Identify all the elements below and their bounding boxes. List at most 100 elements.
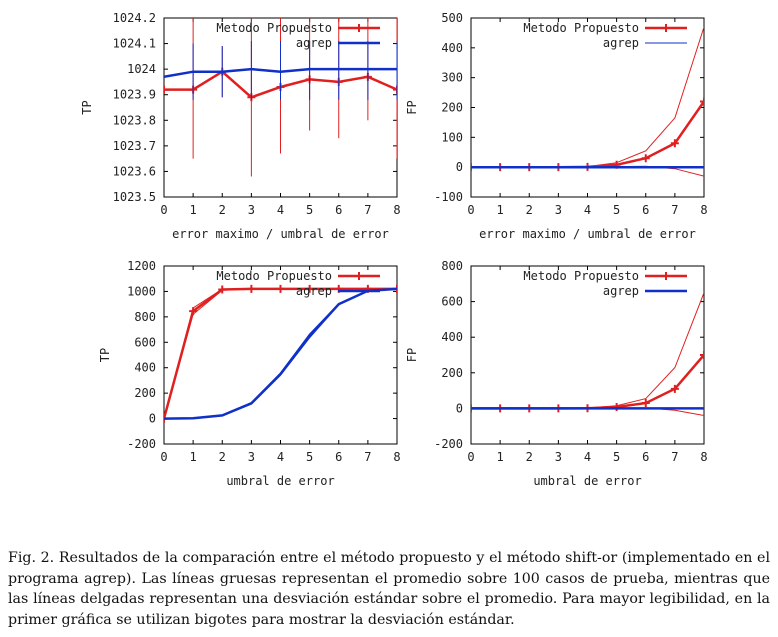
x-tick-label: 0 bbox=[467, 203, 474, 217]
y-tick-label: 1023.6 bbox=[113, 164, 156, 178]
x-tick-label: 3 bbox=[555, 203, 562, 217]
legend-marker bbox=[662, 24, 670, 32]
legend-marker bbox=[662, 272, 670, 280]
y-tick-label: 100 bbox=[441, 130, 463, 144]
data-point bbox=[164, 85, 168, 94]
y-tick-label: 800 bbox=[134, 310, 156, 324]
y-tick-label: 0 bbox=[456, 401, 463, 415]
legend-label: Metodo Propuesto bbox=[216, 269, 332, 283]
x-tick-label: 6 bbox=[642, 203, 649, 217]
x-tick-label: 4 bbox=[277, 203, 284, 217]
y-tick-label: 1023.8 bbox=[113, 113, 156, 127]
data-point bbox=[393, 85, 397, 94]
plot-area bbox=[471, 26, 704, 177]
y-tick-label: 400 bbox=[441, 330, 463, 344]
series-metodo-propuesto bbox=[471, 26, 704, 177]
panel-bottom-right: 0 1 2 3 4 5 6 7 8 -200 0 200 400 600 800 umbral de erro… bbox=[405, 259, 708, 488]
y-tick-label: 800 bbox=[441, 259, 463, 273]
x-tick-label: 5 bbox=[613, 203, 620, 217]
legend-label: agrep bbox=[296, 36, 332, 50]
x-tick-label: 3 bbox=[248, 203, 255, 217]
mean-line bbox=[164, 287, 397, 419]
data-point bbox=[189, 307, 198, 316]
y-tick-label: 0 bbox=[456, 160, 463, 174]
data-point bbox=[276, 284, 285, 293]
y-tick-label: 300 bbox=[441, 71, 463, 85]
x-tick-label: 6 bbox=[642, 450, 649, 464]
data-point bbox=[218, 285, 227, 294]
x-tick-label: 7 bbox=[671, 450, 678, 464]
legend-label: agrep bbox=[603, 36, 639, 50]
x-tick-label: 5 bbox=[613, 450, 620, 464]
data-point bbox=[670, 139, 679, 148]
legend-label: agrep bbox=[296, 284, 332, 298]
data-point bbox=[700, 351, 704, 359]
x-tick-label: 2 bbox=[219, 450, 226, 464]
figure-panels: 0 1 2 3 4 5 6 7 8 1023.5 1023.6 1023.7 1023.8 1023.9 1… bbox=[80, 11, 708, 488]
x-tick-label: 8 bbox=[393, 450, 400, 464]
series-agrep bbox=[164, 287, 397, 420]
x-tick-label: 2 bbox=[526, 203, 533, 217]
y-axis-label: TP bbox=[98, 348, 112, 362]
y-tick-label: 1023.9 bbox=[113, 88, 156, 102]
x-tick-label: 8 bbox=[393, 203, 400, 217]
mean-line bbox=[471, 354, 704, 410]
legend-marker bbox=[355, 272, 363, 280]
data-point bbox=[641, 154, 650, 163]
legend-label: agrep bbox=[603, 284, 639, 298]
data-point bbox=[612, 402, 621, 411]
figure-caption: Fig. 2. Resultados de la comparación ent… bbox=[8, 550, 770, 628]
panel-top-left: 0 1 2 3 4 5 6 7 8 1023.5 1023.6 1023.7 1023.8 1023.9 1… bbox=[80, 11, 401, 241]
data-point bbox=[641, 399, 650, 408]
data-point bbox=[247, 284, 256, 293]
x-tick-label: 0 bbox=[160, 450, 167, 464]
x-tick-label: 2 bbox=[526, 450, 533, 464]
plot-frame bbox=[470, 265, 705, 445]
y-tick-label: 1024.2 bbox=[113, 11, 156, 25]
legend-label: Metodo Propuesto bbox=[523, 269, 639, 283]
y-axis-label: FP bbox=[405, 348, 419, 362]
x-tick-label: 8 bbox=[700, 203, 707, 217]
plot-area bbox=[164, 284, 397, 423]
plot-area bbox=[471, 292, 704, 416]
mean-line bbox=[164, 67, 397, 79]
y-axis-label: FP bbox=[405, 100, 419, 114]
y-tick-label: 1000 bbox=[127, 284, 156, 298]
x-tick-label: 4 bbox=[277, 450, 284, 464]
x-tick-label: 5 bbox=[306, 450, 313, 464]
y-tick-label: 400 bbox=[441, 41, 463, 55]
panel-bottom-left: 0 1 2 3 4 5 6 7 8 -200 0 200 400 600 800 1000 1200 umbral… bbox=[98, 259, 401, 488]
panel-top-right: 0 1 2 3 4 5 6 7 8 -100 0 100 200 300 400 500 error maxim… bbox=[405, 11, 708, 241]
y-tick-label: 200 bbox=[441, 101, 463, 115]
x-tick-label: 4 bbox=[584, 450, 591, 464]
y-tick-label: 600 bbox=[441, 295, 463, 309]
x-tick-label: 8 bbox=[700, 450, 707, 464]
y-tick-label: 1023.7 bbox=[113, 139, 156, 153]
x-axis-label: error maximo / umbral de error bbox=[479, 227, 696, 241]
x-tick-label: 1 bbox=[497, 203, 504, 217]
x-tick-label: 6 bbox=[335, 203, 342, 217]
series-agrep bbox=[164, 41, 397, 100]
x-tick-label: 7 bbox=[364, 450, 371, 464]
x-tick-label: 0 bbox=[160, 203, 167, 217]
y-tick-label: -200 bbox=[127, 437, 156, 451]
x-axis-label: umbral de error bbox=[533, 474, 641, 488]
y-tick-label: 1024 bbox=[127, 62, 156, 76]
y-tick-label: 600 bbox=[134, 335, 156, 349]
y-tick-label: 200 bbox=[441, 366, 463, 380]
series-metodo-propuesto bbox=[471, 292, 704, 416]
data-point bbox=[670, 384, 679, 393]
mean-line bbox=[471, 100, 704, 169]
y-tick-label: -200 bbox=[434, 437, 463, 451]
x-tick-label: 2 bbox=[219, 203, 226, 217]
x-tick-label: 3 bbox=[248, 450, 255, 464]
x-axis-label: error maximo / umbral de error bbox=[172, 227, 389, 241]
x-tick-label: 7 bbox=[671, 203, 678, 217]
mean-line bbox=[164, 287, 397, 420]
x-tick-label: 1 bbox=[190, 450, 197, 464]
x-tick-label: 3 bbox=[555, 450, 562, 464]
y-axis-label: TP bbox=[80, 100, 94, 114]
y-tick-label: 200 bbox=[134, 386, 156, 400]
